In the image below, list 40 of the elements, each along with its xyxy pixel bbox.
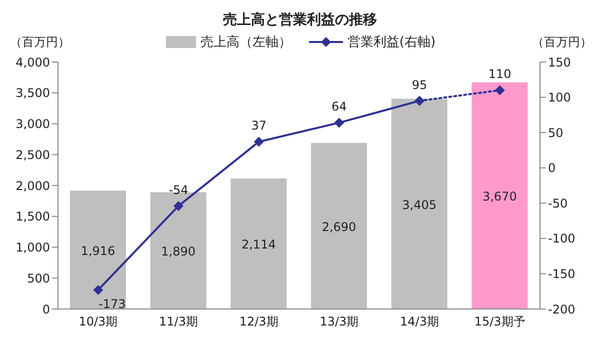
y-tick-label: 2,500 [16,148,50,162]
y2-tick-label: 0 [548,161,556,176]
x-tick-label: 11/3期 [159,314,198,329]
y-tick-label: 3,000 [16,117,50,132]
data-label: 64 [332,100,347,114]
x-tick-label: 13/3期 [320,314,359,329]
y-tick-label: 500 [27,271,50,286]
y2-tick-label: -200 [548,302,576,316]
data-label: 3,670 [482,190,517,204]
data-label: 2,690 [322,220,356,234]
data-label: 3,405 [402,198,437,212]
x-tick-label: 10/3期 [78,314,118,329]
y-tick-label: 2,000 [16,178,50,193]
y2-tick-label: 50 [548,126,564,140]
y2-tick-label: 100 [548,90,571,105]
y-tick-label: 3,500 [16,86,50,100]
data-label: 1,890 [161,244,196,259]
data-label: 95 [412,78,428,92]
data-label: 2,114 [241,238,276,252]
y-tick-label: 0 [42,302,50,316]
y-tick-label: 4,000 [16,55,50,70]
y2-axis-title: （百万円） [532,34,592,50]
legend-label: 売上高（左軸） [200,34,292,51]
y-tick-label: 1,500 [16,210,50,224]
y2-tick-label: -150 [548,266,576,281]
data-label: 37 [251,118,266,133]
x-tick-label: 14/3期 [400,314,439,329]
data-label: -54 [168,182,188,197]
y2-tick-label: 150 [548,55,571,70]
y2-tick-label: -100 [548,232,576,246]
data-label: -173 [98,296,126,311]
data-label: 1,916 [80,244,116,258]
x-tick-label: 12/3期 [239,314,278,329]
y2-tick-label: -50 [548,196,568,210]
x-tick-label: 15/3期予 [474,314,526,329]
data-label: 110 [488,67,512,82]
chart-title: 売上高と営業利益の推移 [222,10,378,30]
y-tick-label: 1,000 [16,240,50,255]
legend-label: 営業利益(右軸) [347,34,436,51]
y-axis-title: （百万円） [10,34,70,50]
